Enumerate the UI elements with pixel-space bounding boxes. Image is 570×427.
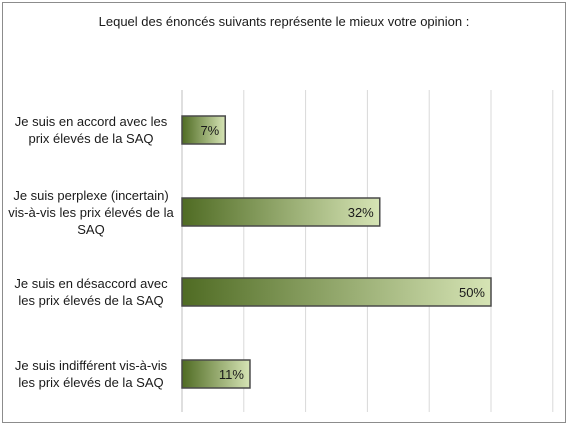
data-label: 7% bbox=[200, 123, 219, 138]
category-label: Je suis en accord avec les prix élevés de… bbox=[6, 113, 176, 147]
category-label-line: SAQ bbox=[77, 221, 105, 237]
data-label: 50% bbox=[459, 285, 485, 300]
category-label-line: les prix élevés de la SAQ bbox=[18, 293, 164, 308]
category-label-line: Je suis perplexe (incertain) bbox=[13, 187, 169, 203]
bar bbox=[181, 115, 227, 145]
category-label-line: vis-à-vis les prix élevés de la bbox=[8, 204, 174, 220]
chart-title: Lequel des énoncés suivants représente l… bbox=[98, 14, 470, 29]
category-label-line: Je suis en désaccord avec bbox=[14, 276, 168, 291]
category-label: Je suis indifférent vis-à-vis les prix él… bbox=[6, 357, 176, 391]
data-label: 11% bbox=[219, 367, 244, 382]
bar bbox=[181, 359, 251, 389]
category-label: Je suis perplexe (incertain) vis-à-vis le… bbox=[6, 187, 176, 238]
bar bbox=[181, 277, 492, 307]
data-label: 32% bbox=[348, 205, 374, 220]
category-label-line: les prix élevés de la SAQ bbox=[18, 375, 164, 390]
bar bbox=[181, 197, 381, 227]
category-label: Je suis en désaccord avec les prix élevés… bbox=[6, 275, 176, 309]
category-label-line: Je suis indifférent vis-à-vis bbox=[14, 358, 168, 373]
category-label-line: prix élevés de la SAQ bbox=[28, 131, 154, 146]
category-label-line: Je suis en accord avec les bbox=[14, 114, 168, 129]
